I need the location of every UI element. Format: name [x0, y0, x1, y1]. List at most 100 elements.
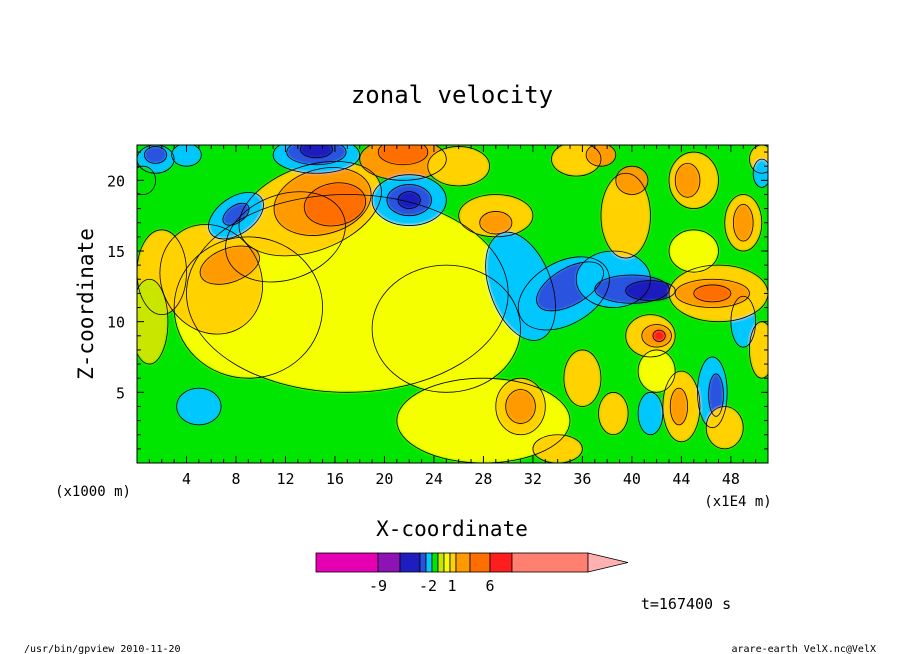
contour-line [208, 192, 264, 240]
contour-region [200, 246, 260, 285]
contour-line [600, 172, 651, 259]
contour-region [304, 182, 366, 226]
colorbar-segment [431, 552, 439, 573]
contour-region [638, 349, 676, 393]
contour-line [137, 165, 156, 195]
contour-line [144, 146, 168, 164]
contour-line [359, 145, 447, 181]
x-tick-label: 44 [672, 470, 690, 488]
contour-line [299, 145, 333, 159]
contour-line [173, 236, 323, 379]
y-tick-label: 15 [107, 243, 125, 261]
colorbar-extend-arrow [587, 552, 629, 573]
contour-region [638, 392, 663, 435]
contour-line [397, 191, 421, 209]
colorbar-segment [455, 552, 471, 573]
contour-region [372, 265, 521, 393]
x-tick-label: 48 [722, 470, 740, 488]
contour-line [674, 162, 701, 198]
contour-region [137, 166, 156, 195]
contour-field [137, 145, 768, 463]
contour-line [137, 229, 187, 315]
contour-line [662, 370, 701, 443]
contour-line [272, 145, 361, 174]
footer-right: arare-earth_VelX.nc@VelX [732, 644, 877, 654]
contour-line [563, 349, 602, 407]
contour-line [225, 191, 346, 283]
contour-region [708, 373, 724, 417]
contour-line [371, 264, 521, 393]
contour-region [675, 163, 700, 198]
x-tick-label: 40 [623, 470, 641, 488]
contour-line [286, 145, 347, 166]
contour-region [586, 145, 616, 167]
contour-line [641, 324, 672, 348]
contour-region [532, 434, 583, 463]
contour-region [652, 330, 666, 342]
contour-line [303, 182, 367, 227]
contour-region [598, 392, 629, 435]
colorbar [315, 552, 629, 573]
x-unit-left: (x1000 m) [55, 484, 131, 500]
contour-line [505, 389, 536, 424]
contour-line [637, 349, 676, 393]
y-axis: 5 10 15 20 [107, 151, 768, 450]
contour-line [705, 406, 744, 450]
plot-frame [136, 144, 769, 464]
contour-line [458, 194, 534, 238]
contour-line [386, 184, 432, 217]
colorbar-tick-label: -2 [419, 577, 437, 595]
contour-region [398, 191, 421, 209]
contour-line [708, 373, 724, 417]
contour-region [300, 145, 333, 158]
contour-line [674, 278, 750, 308]
x-tick-label: 28 [474, 470, 492, 488]
contour-line [536, 261, 604, 312]
contour-line [273, 167, 372, 236]
x-tick-label: 12 [276, 470, 294, 488]
x-tick-label: 32 [524, 470, 542, 488]
contour-line [479, 211, 513, 235]
contour-line [222, 202, 250, 226]
contour-region [669, 229, 719, 273]
x-axis: 4 8 12 16 20 24 28 32 36 40 44 48 [148, 145, 757, 488]
contour-line [697, 356, 728, 429]
y-axis-label: Z-coordinate [74, 228, 98, 380]
contour-line [625, 314, 676, 358]
contour-line [159, 224, 263, 335]
contour-line [585, 145, 617, 167]
contour-region [144, 146, 167, 164]
colorbar-tick-label: -9 [369, 577, 387, 595]
contour-line [669, 387, 688, 426]
y-tick-label: 20 [107, 172, 125, 190]
contour-line [551, 145, 602, 177]
x-tick-label: 16 [326, 470, 344, 488]
contour-line [396, 377, 571, 463]
contour-region [733, 204, 754, 242]
y-tick-label: 10 [107, 314, 125, 332]
contour-line [137, 278, 169, 365]
contour-line [668, 264, 768, 323]
contour-line [668, 229, 719, 273]
colorbar-segment [489, 552, 513, 573]
contour-region [693, 284, 731, 302]
x-tick-label: 36 [573, 470, 591, 488]
x-tick-label: 8 [231, 470, 240, 488]
contour-region [176, 388, 222, 425]
contour-region [505, 389, 536, 424]
contour-line [171, 145, 202, 167]
contour-line [598, 391, 629, 436]
contour-line [199, 245, 260, 285]
contour-line [615, 165, 649, 195]
contour-line [732, 203, 754, 242]
contour-region [625, 280, 676, 301]
contour-line [730, 295, 757, 348]
contour-line [371, 174, 447, 226]
colorbar-segment [377, 552, 401, 573]
contour-line [752, 158, 768, 188]
contour-line [749, 145, 768, 174]
colorbar-segment [425, 552, 433, 573]
colorbar-segment [315, 552, 379, 573]
colorbar-segment [511, 552, 589, 573]
contour-region [171, 145, 202, 167]
